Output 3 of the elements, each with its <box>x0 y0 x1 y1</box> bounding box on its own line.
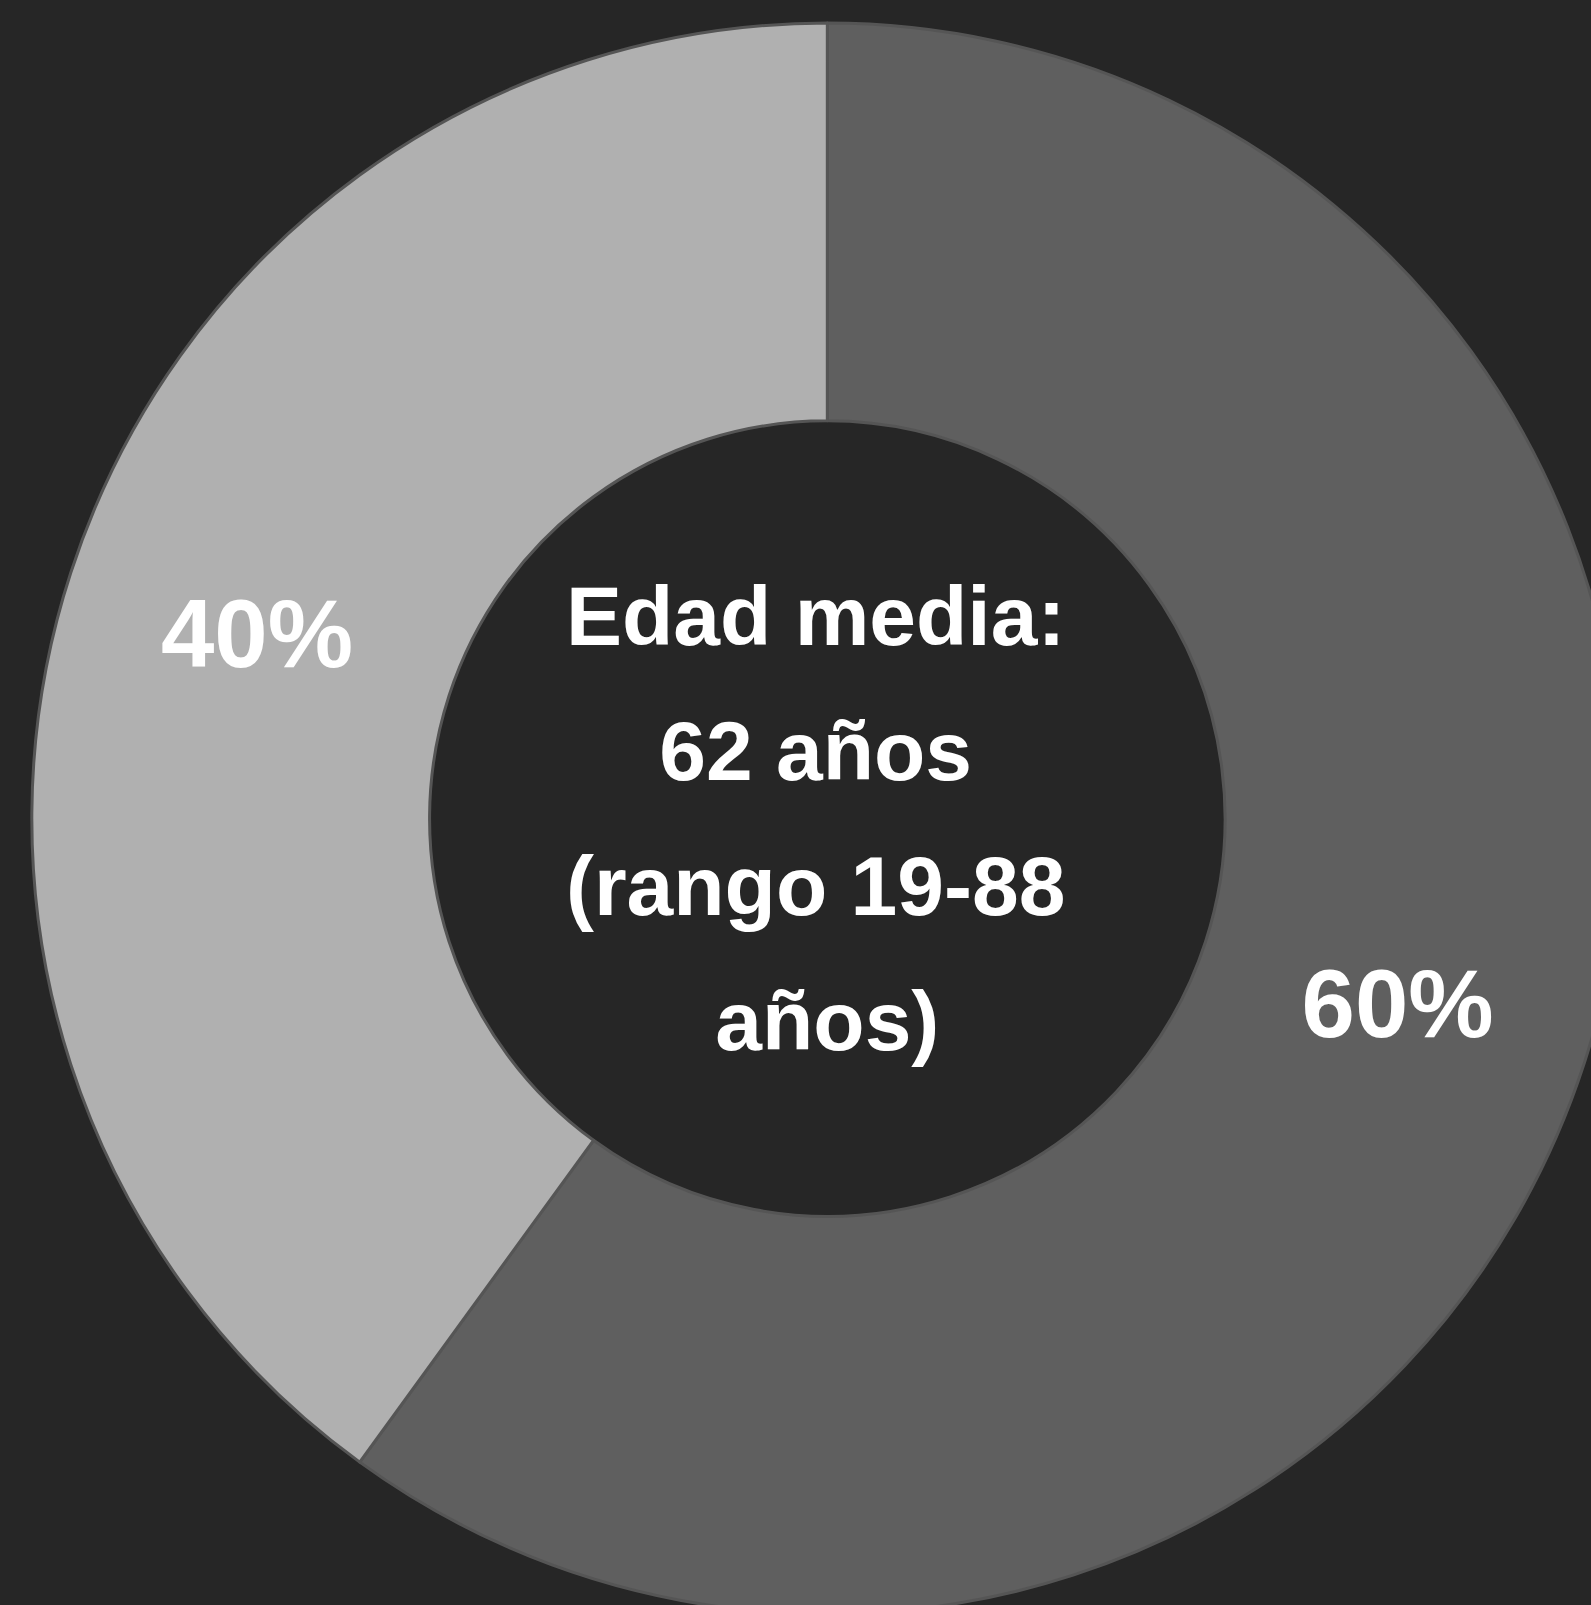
text: Edad media: 62 años (rango 19-88 años) <box>565 569 1089 1069</box>
data-label: 40% <box>160 579 354 687</box>
data-label: 60% <box>1301 950 1494 1058</box>
